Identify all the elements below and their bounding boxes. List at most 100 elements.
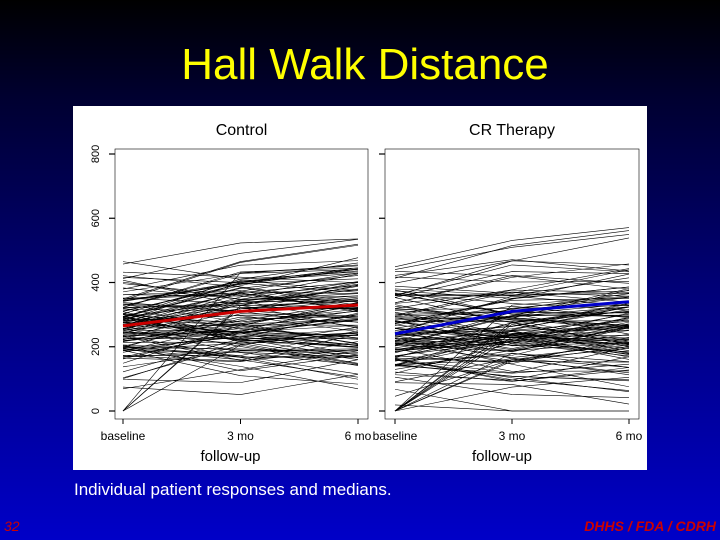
median-line bbox=[122, 303, 359, 328]
patient-line bbox=[122, 359, 359, 383]
patient-line bbox=[394, 230, 630, 279]
x-tick-label: baseline bbox=[101, 429, 146, 443]
patient-line bbox=[394, 264, 630, 296]
patient-line bbox=[122, 315, 359, 348]
patient-line bbox=[122, 260, 359, 290]
y-tick-label: 400 bbox=[90, 273, 102, 291]
patient-line bbox=[394, 297, 630, 324]
patient-line bbox=[122, 238, 359, 265]
patient-line bbox=[394, 293, 630, 335]
patient-line bbox=[394, 263, 630, 304]
patient-line bbox=[394, 404, 629, 412]
patient-line bbox=[394, 367, 630, 382]
patient-line bbox=[394, 289, 630, 315]
patient-line bbox=[394, 348, 630, 372]
patient-line bbox=[394, 336, 630, 364]
patient-line bbox=[122, 292, 359, 320]
patient-line bbox=[394, 292, 630, 311]
patient-line bbox=[122, 344, 359, 355]
patient-line bbox=[122, 350, 359, 390]
patient-line bbox=[394, 276, 630, 283]
patient-line bbox=[394, 337, 630, 342]
patient-line bbox=[122, 271, 359, 284]
slide-number: 32 bbox=[4, 518, 20, 534]
patient-line bbox=[394, 324, 630, 412]
panel-cr-therapy: CR Therapy baseline 3 mo 6 mo follow-up bbox=[373, 122, 643, 465]
patient-line bbox=[394, 259, 630, 276]
patient-line bbox=[122, 345, 359, 372]
patient-line bbox=[122, 295, 359, 304]
patient-line bbox=[122, 335, 359, 380]
patient-line bbox=[122, 329, 359, 347]
median-line bbox=[394, 300, 630, 336]
patient-line bbox=[122, 269, 359, 293]
patient-line bbox=[394, 340, 630, 357]
patient-line bbox=[394, 352, 630, 412]
patient-line bbox=[394, 327, 630, 351]
patient-line bbox=[394, 327, 630, 361]
patient-line bbox=[122, 308, 359, 339]
patient-line bbox=[394, 312, 630, 350]
patient-line bbox=[394, 296, 630, 342]
patient-line bbox=[122, 243, 359, 300]
patient-line bbox=[394, 298, 630, 324]
patient-line bbox=[122, 272, 359, 326]
patient-line bbox=[122, 282, 359, 325]
patient-line bbox=[122, 316, 359, 347]
patient-line bbox=[122, 278, 359, 319]
patient-line bbox=[122, 344, 359, 412]
patient-line bbox=[394, 342, 630, 353]
patient-line bbox=[122, 283, 359, 296]
patient-line bbox=[394, 290, 630, 297]
x-tick-label: 3 mo bbox=[227, 429, 254, 443]
y-tick-label: 800 bbox=[90, 145, 102, 163]
patient-line bbox=[122, 341, 359, 362]
patient-line bbox=[122, 310, 359, 340]
patient-line bbox=[122, 343, 359, 364]
panel-title: CR Therapy bbox=[469, 122, 555, 139]
patient-line bbox=[394, 275, 630, 304]
patient-line bbox=[394, 277, 630, 296]
patient-line bbox=[122, 287, 359, 317]
patient-line bbox=[394, 325, 630, 366]
patient-line bbox=[394, 334, 630, 366]
patient-line bbox=[122, 262, 359, 318]
patient-line bbox=[394, 273, 630, 326]
x-tick-label: baseline bbox=[373, 429, 418, 443]
patient-line bbox=[122, 327, 359, 358]
y-tick-label: 200 bbox=[90, 338, 102, 356]
patient-line bbox=[122, 348, 359, 362]
x-axis-label: follow-up bbox=[200, 448, 260, 465]
patient-line bbox=[122, 334, 359, 379]
slide-title: Hall Walk Distance bbox=[181, 40, 549, 89]
patient-line bbox=[394, 326, 630, 353]
patient-line bbox=[394, 376, 630, 412]
patient-line bbox=[394, 357, 630, 383]
patient-line bbox=[394, 325, 630, 350]
patient-line bbox=[394, 325, 630, 352]
x-tick-label: 6 mo bbox=[345, 429, 372, 443]
chart-figure: Control 0 200 400 600 800 baseline 3 mo 6 mo foll… bbox=[73, 106, 647, 470]
patient-line bbox=[394, 306, 630, 342]
patient-line bbox=[122, 333, 359, 349]
patient-line bbox=[122, 325, 359, 366]
panel-control: Control 0 200 400 600 800 baseline 3 mo 6 mo foll… bbox=[90, 122, 372, 465]
patient-line bbox=[122, 332, 359, 358]
patient-line bbox=[394, 260, 630, 284]
plot-frame bbox=[114, 148, 369, 420]
patient-line bbox=[394, 317, 630, 329]
patient-line bbox=[122, 331, 359, 348]
patient-line bbox=[122, 318, 359, 342]
patient-line bbox=[122, 312, 359, 338]
patient-line bbox=[394, 269, 630, 294]
patient-line bbox=[122, 268, 359, 301]
patient-line bbox=[122, 348, 359, 368]
patient-line bbox=[122, 300, 359, 318]
patient-line bbox=[394, 271, 630, 290]
patient-line bbox=[122, 301, 359, 412]
patient-line bbox=[394, 305, 630, 324]
patient-line bbox=[122, 338, 359, 373]
panel-title: Control bbox=[216, 122, 268, 139]
patient-line bbox=[394, 382, 630, 405]
patient-line bbox=[394, 321, 630, 334]
